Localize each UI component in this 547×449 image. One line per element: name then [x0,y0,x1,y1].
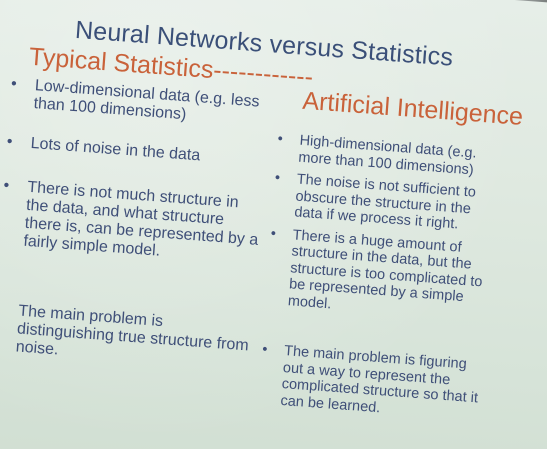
bullet-icon: • [10,75,18,93]
right-item-text: The main problem is figuring out a way t… [279,343,479,416]
left-item-text: The main problem is distinguishing true … [15,302,250,359]
left-item-text: Lots of noise in the data [30,134,201,165]
bullet-icon: • [261,341,268,358]
right-bullet-item: • There is a huge amount of structure in… [263,225,498,324]
bullet-icon: • [277,131,284,148]
right-item-text: There is a huge amount of structure in t… [287,226,484,312]
left-item-text: There is not much structure in the data,… [22,178,259,260]
right-item-text: The noise is not sufficient to obscure t… [293,171,477,233]
bullet-icon: • [2,177,10,195]
right-bullet-item: • The main problem is figuring out a way… [256,341,490,424]
left-bullet-item: • Lots of noise in the data [6,133,267,170]
left-bullet-item: • The main problem is distinguishing tru… [0,301,254,374]
right-bullet-item: • The noise is not sufficient to obscure… [270,170,503,236]
right-column: • High-dimensional data (e.g. more than … [256,131,506,424]
bullet-icon: • [270,225,277,242]
bullet-icon: • [0,301,1,319]
header-right-label: Artificial Intelligence [301,86,524,131]
left-column: • Low-dimensional data (e.g. less than 1… [0,75,271,373]
header-dashes: ------------ [212,56,315,92]
left-bullet-item: • There is not much structure in the dat… [0,177,263,268]
bullet-icon: • [274,169,281,187]
bullet-icon: • [6,133,14,151]
